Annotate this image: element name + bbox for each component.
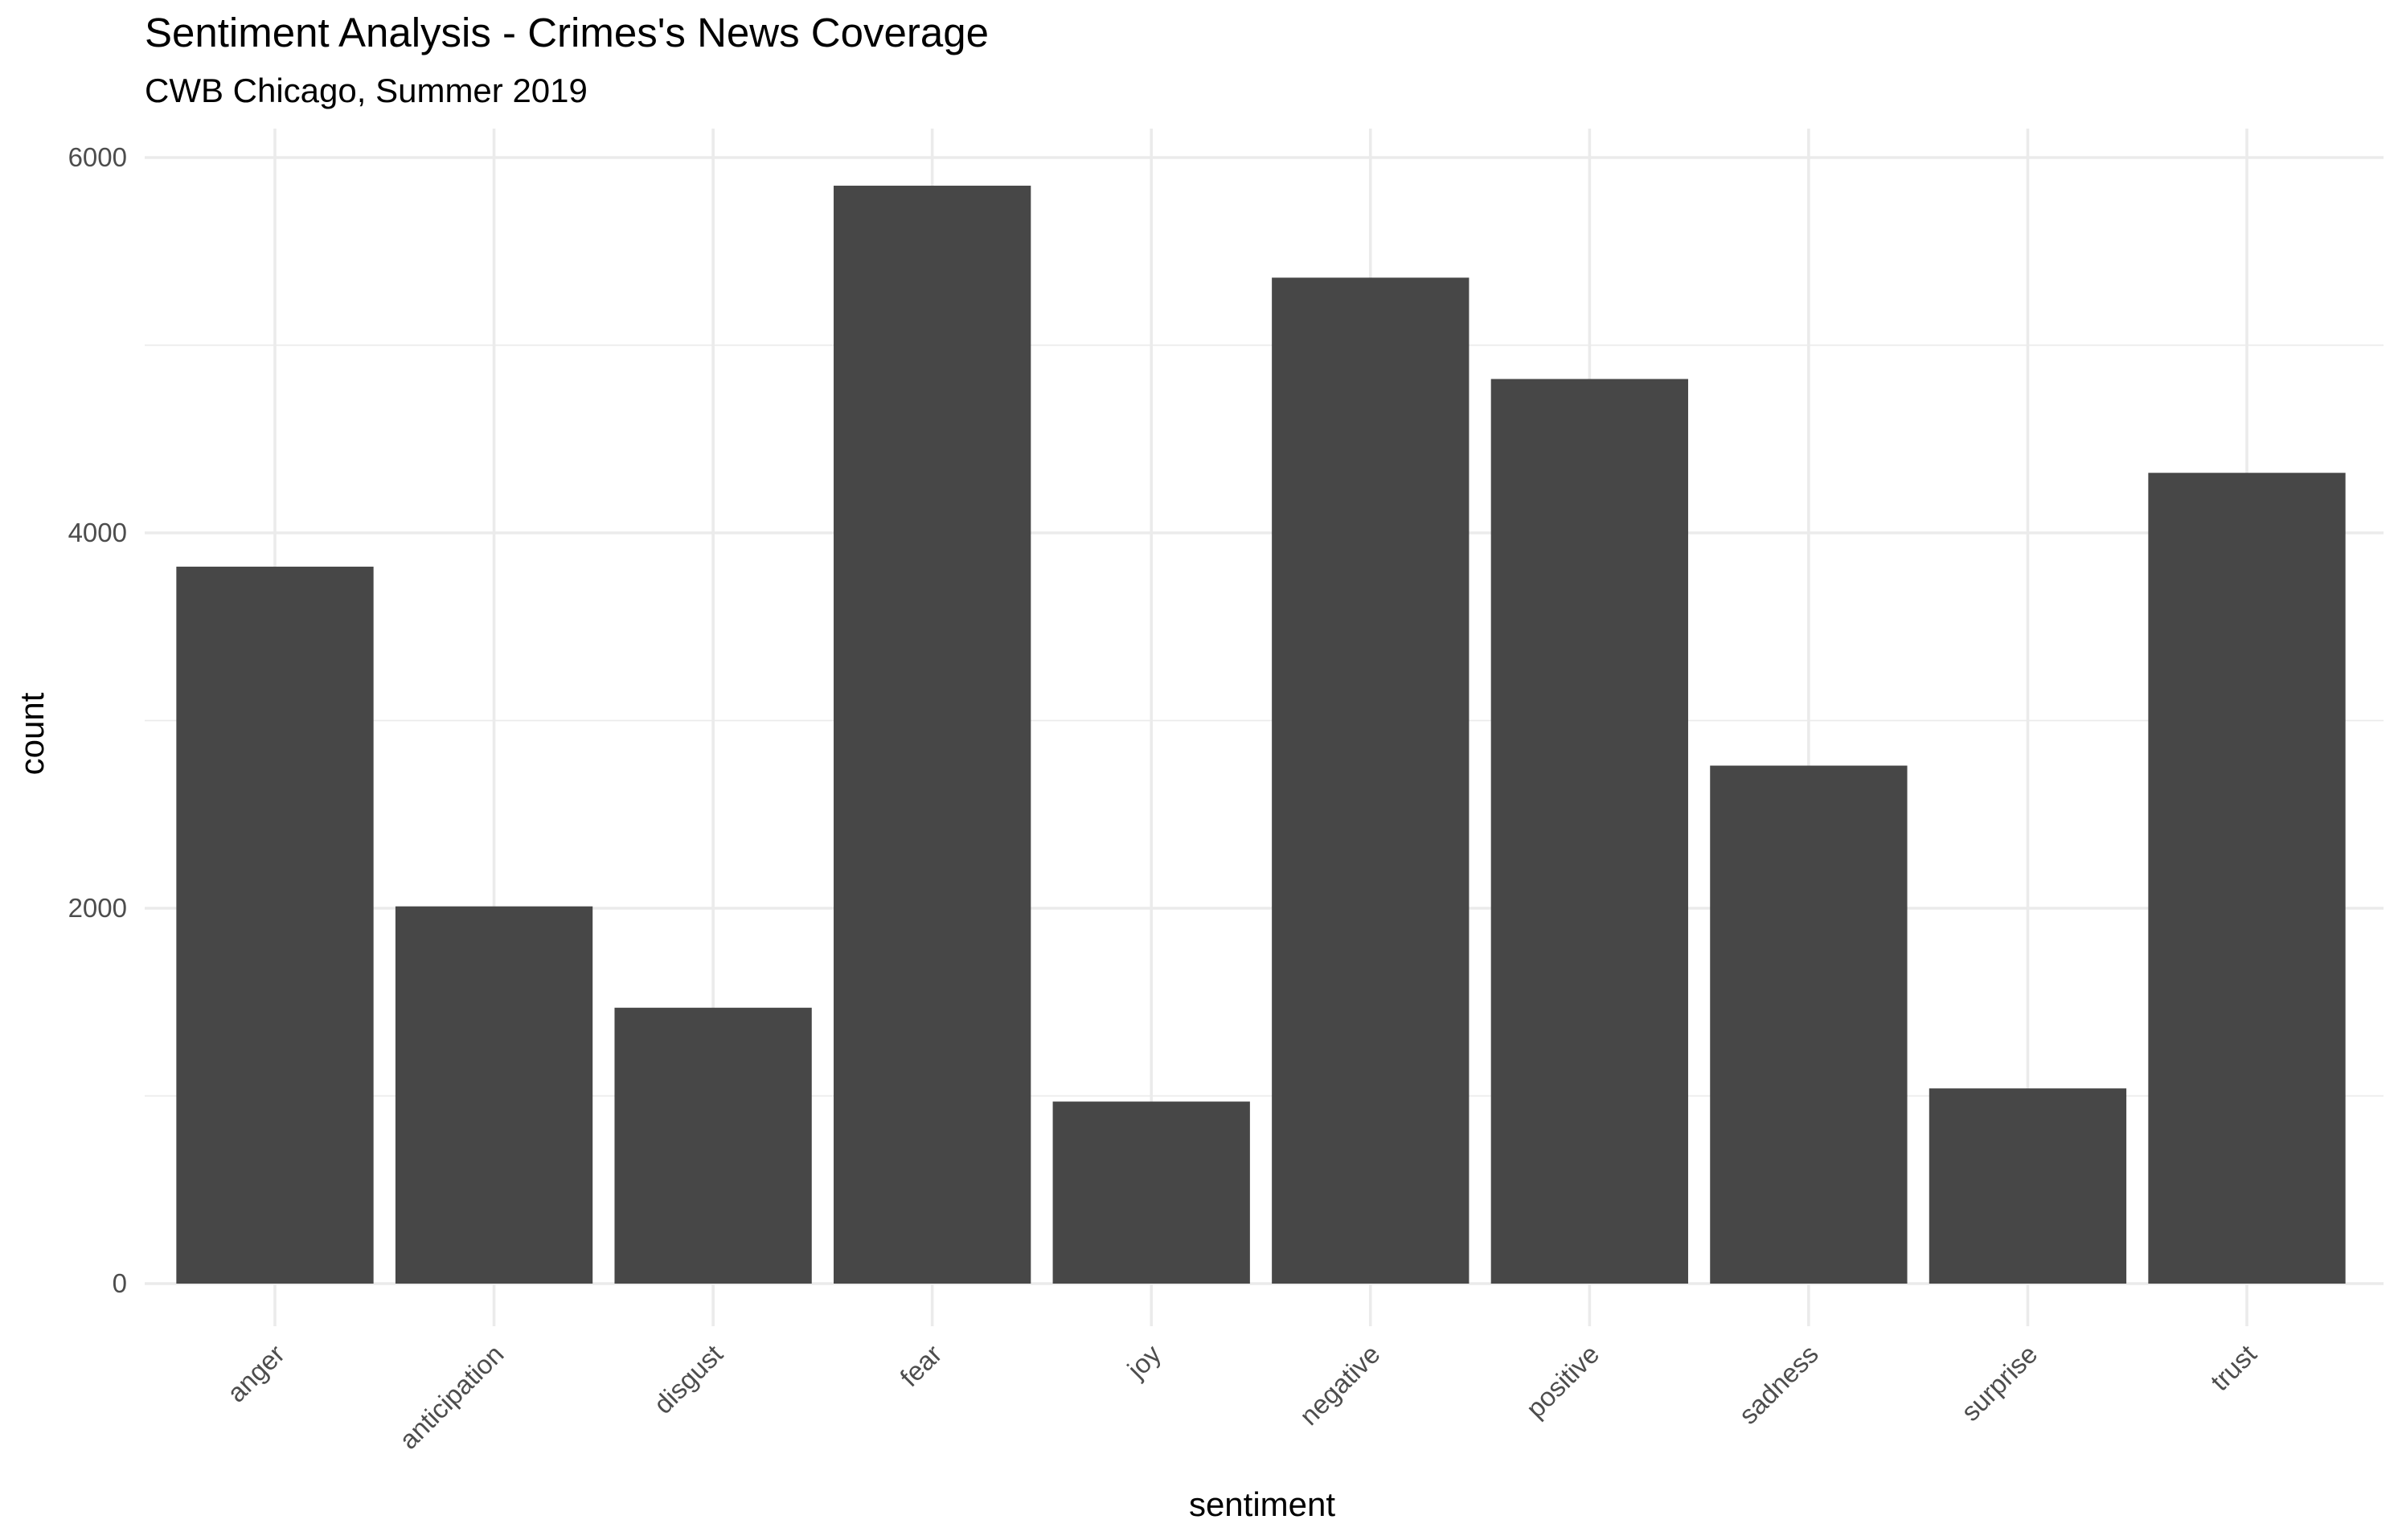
y-tick-label: 2000	[68, 893, 127, 923]
y-tick-label: 6000	[68, 142, 127, 172]
bar-sadness	[1710, 765, 1908, 1284]
bar-anticipation	[395, 906, 593, 1284]
bar-joy	[1052, 1101, 1250, 1284]
bar-anger	[176, 567, 374, 1284]
x-tick-label-anticipation: anticipation	[393, 1339, 509, 1455]
bar-disgust	[614, 1007, 812, 1284]
bar-surprise	[1929, 1088, 2127, 1284]
chart-title: Sentiment Analysis - Crimes's News Cover…	[145, 10, 989, 55]
x-axis-ticks: anger anticipation disgust fear joy negative p…	[221, 1338, 2262, 1455]
x-tick-label-disgust: disgust	[648, 1339, 728, 1419]
x-tick-label-joy: joy	[1121, 1338, 1166, 1384]
x-tick-label-sadness: sadness	[1733, 1339, 1824, 1430]
bar-positive	[1490, 379, 1688, 1284]
x-tick-label-trust: trust	[2204, 1339, 2262, 1397]
x-tick-label-anger: anger	[221, 1339, 290, 1408]
y-tick-label: 4000	[68, 518, 127, 547]
y-axis-title: count	[13, 692, 51, 775]
bar-fear	[834, 186, 1031, 1284]
y-axis-ticks: 0 2000 4000 6000	[68, 142, 127, 1298]
x-tick-label-negative: negative	[1293, 1339, 1385, 1431]
chart-subtitle: CWB Chicago, Summer 2019	[145, 72, 588, 109]
x-tick-label-surprise: surprise	[1955, 1339, 2043, 1427]
bars	[176, 186, 2346, 1284]
x-tick-label-fear: fear	[894, 1339, 947, 1392]
y-tick-label: 0	[113, 1268, 127, 1298]
bar-negative	[1272, 277, 1470, 1284]
x-tick-label-positive: positive	[1520, 1339, 1605, 1423]
bar-trust	[2148, 473, 2346, 1284]
x-axis-title: sentiment	[1189, 1485, 1335, 1523]
